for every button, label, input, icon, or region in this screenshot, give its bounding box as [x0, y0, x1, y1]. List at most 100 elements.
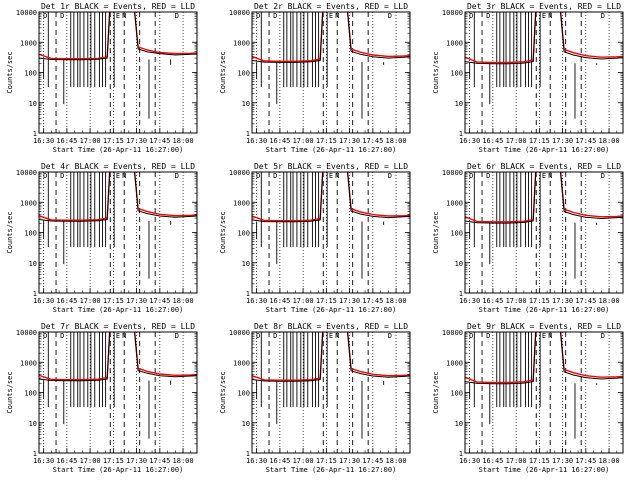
panel-title: Det 5r BLACK = Events, RED = LLD — [254, 162, 408, 171]
y-tick-label: 1 — [33, 450, 37, 458]
x-axis-label: Start Time (26-Apr-11 16:27:00) — [266, 306, 397, 314]
x-tick-label: 17:45 — [575, 297, 596, 305]
top-marker-label: D — [469, 332, 473, 340]
plot-frame — [251, 11, 411, 134]
x-tick-label: 17:00 — [293, 297, 314, 305]
x-tick-label: 17:00 — [80, 137, 101, 145]
top-marker-label: N — [548, 12, 552, 20]
x-tick-label: 16:45 — [482, 297, 503, 305]
y-tick-label: 100 — [24, 70, 37, 78]
y-tick-label: 1 — [246, 290, 250, 298]
top-marker-label: D — [60, 172, 64, 180]
y-tick-label: 100 — [450, 390, 463, 398]
y-tick-label: 10 — [242, 260, 250, 268]
x-tick-label: 17:30 — [552, 137, 573, 145]
x-tick-label: 17:30 — [126, 457, 147, 465]
y-axis-label: Counts/sec — [432, 51, 440, 93]
x-tick-label: 17:30 — [339, 297, 360, 305]
detector-panel: D D E N D 1 10 100 1000 10000 16:30 16:45 17:00 17:15… — [219, 2, 411, 154]
top-marker-label: D — [486, 12, 490, 20]
plot-frame — [464, 171, 624, 294]
x-tick-label: 17:15 — [529, 457, 550, 465]
panel-title: Det 3r BLACK = Events, RED = LLD — [467, 2, 621, 11]
top-marker-label: N — [548, 332, 552, 340]
top-marker-label: D — [43, 12, 47, 20]
top-marker-label: E — [329, 332, 333, 340]
y-tick-label: 10 — [455, 260, 463, 268]
top-marker-label: D — [601, 12, 605, 20]
top-marker-label: N — [335, 12, 339, 20]
y-axis-label: Counts/sec — [219, 211, 227, 253]
y-tick-label: 10 — [29, 100, 37, 108]
x-tick-label: 16:45 — [56, 137, 77, 145]
panel-title: Det 8r BLACK = Events, RED = LLD — [254, 322, 408, 331]
plot-frame — [251, 331, 411, 454]
x-tick-label: 17:30 — [339, 457, 360, 465]
y-tick-label: 1000 — [20, 359, 37, 367]
x-axis-label: Start Time (26-Apr-11 16:27:00) — [479, 466, 610, 474]
x-tick-label: 18:00 — [599, 137, 620, 145]
y-tick-label: 1000 — [446, 199, 463, 207]
plot-frame — [464, 11, 624, 134]
x-tick-label: 18:00 — [386, 137, 407, 145]
events-series-line — [465, 332, 623, 385]
x-tick-label: 17:15 — [316, 297, 337, 305]
x-tick-label: 17:45 — [149, 297, 170, 305]
top-marker-label: D — [601, 172, 605, 180]
x-axis-label: Start Time (26-Apr-11 16:27:00) — [53, 466, 184, 474]
y-tick-label: 100 — [237, 70, 250, 78]
x-tick-label: 16:45 — [269, 297, 290, 305]
x-tick-label: 17:45 — [362, 457, 383, 465]
top-marker-label: D — [273, 12, 277, 20]
y-tick-label: 100 — [237, 230, 250, 238]
x-tick-label: 18:00 — [386, 457, 407, 465]
top-marker-label: D — [256, 332, 260, 340]
detector-panel: D D E N D 1 10 100 1000 10000 16:30 16:45 17:00 17:15… — [6, 2, 198, 154]
x-tick-label: 16:45 — [269, 137, 290, 145]
y-tick-label: 1 — [246, 450, 250, 458]
x-tick-label: 16:30 — [459, 137, 480, 145]
x-tick-label: 18:00 — [173, 457, 194, 465]
y-tick-label: 1000 — [446, 39, 463, 47]
lld-series-line — [465, 332, 623, 384]
top-marker-label: E — [542, 332, 546, 340]
lld-series-line — [465, 12, 623, 64]
plot-frame — [464, 331, 624, 454]
y-tick-label: 1000 — [446, 359, 463, 367]
detector-panel: D D E N D 1 10 100 1000 10000 16:30 16:45 17:00 17:15… — [219, 322, 411, 474]
events-series-line — [39, 172, 197, 222]
events-series-line — [39, 12, 197, 61]
y-tick-label: 1000 — [233, 39, 250, 47]
x-tick-label: 16:30 — [33, 457, 54, 465]
y-axis-label: Counts/sec — [432, 371, 440, 413]
top-marker-label: D — [60, 12, 64, 20]
top-marker-label: E — [542, 12, 546, 20]
y-tick-label: 1000 — [20, 199, 37, 207]
plot-frame — [38, 331, 198, 454]
plot-frame — [38, 11, 198, 134]
x-tick-label: 17:15 — [103, 137, 124, 145]
lld-series-line — [252, 12, 410, 62]
y-tick-label: 1 — [33, 130, 37, 138]
y-axis-label: Counts/sec — [219, 371, 227, 413]
y-tick-label: 100 — [24, 230, 37, 238]
x-tick-label: 17:15 — [316, 137, 337, 145]
x-tick-label: 17:30 — [552, 297, 573, 305]
x-tick-label: 16:30 — [246, 137, 267, 145]
x-tick-label: 17:00 — [80, 457, 101, 465]
x-tick-label: 17:00 — [506, 297, 527, 305]
x-tick-label: 16:45 — [482, 457, 503, 465]
y-tick-label: 10000 — [229, 329, 250, 337]
y-tick-label: 10 — [29, 420, 37, 428]
top-marker-label: N — [122, 12, 126, 20]
x-tick-label: 17:00 — [293, 457, 314, 465]
detector-panel: D D E N D 1 10 100 1000 10000 16:30 16:45 17:00 17:15… — [432, 322, 624, 474]
x-tick-label: 17:15 — [529, 297, 550, 305]
y-tick-label: 10000 — [229, 169, 250, 177]
x-tick-label: 16:45 — [56, 297, 77, 305]
y-tick-label: 1 — [246, 130, 250, 138]
top-marker-label: D — [388, 172, 392, 180]
x-axis-label: Start Time (26-Apr-11 16:27:00) — [479, 306, 610, 314]
